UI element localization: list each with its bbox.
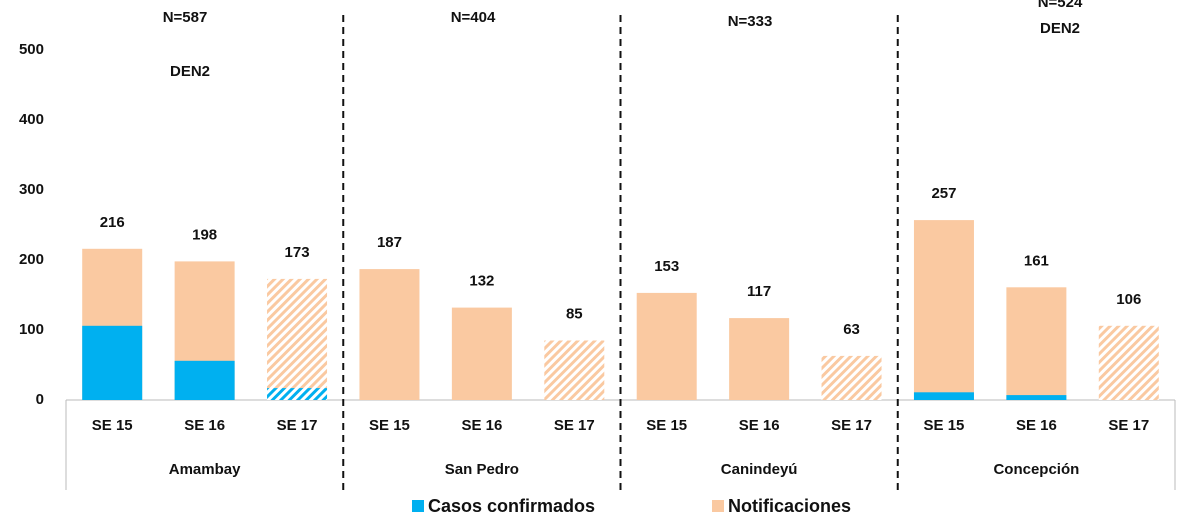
bar (636, 292, 697, 400)
y-tick-label: 300 (19, 181, 44, 198)
bar (913, 392, 974, 400)
x-tick-label: SE 17 (1108, 417, 1149, 434)
data-label: 132 (469, 273, 494, 290)
bar (267, 388, 328, 400)
annotation: DEN2 (170, 63, 210, 80)
x-tick-label: SE 17 (277, 417, 318, 434)
x-tick-label: SE 15 (646, 417, 687, 434)
annotation: N=404 (451, 9, 496, 26)
y-tick-label: 0 (36, 391, 44, 408)
bar (544, 340, 605, 400)
x-tick-label: SE 16 (461, 417, 502, 434)
bar (174, 360, 235, 400)
y-tick-label: 200 (19, 251, 44, 268)
bar (451, 307, 512, 400)
y-tick-label: 100 (19, 321, 44, 338)
data-label: 85 (566, 305, 583, 322)
x-tick-label: SE 17 (554, 417, 595, 434)
x-tick-label: SE 15 (92, 417, 133, 434)
annotation: DEN2 (1040, 20, 1080, 37)
data-label: 198 (192, 226, 217, 243)
x-tick-label: SE 17 (831, 417, 872, 434)
y-tick-label: 400 (19, 111, 44, 128)
bar (82, 325, 143, 400)
x-tick-label: SE 15 (924, 417, 965, 434)
data-label: 117 (747, 283, 771, 300)
bar (821, 355, 882, 400)
bar (729, 318, 790, 400)
bar (1006, 395, 1067, 400)
annotation: N=524 (1038, 0, 1083, 11)
x-tick-label: SE 16 (1016, 417, 1057, 434)
group-label: Canindeyú (721, 461, 798, 478)
bar (359, 269, 420, 400)
data-label: 63 (843, 321, 860, 338)
data-label: 173 (285, 244, 310, 261)
group-label: Concepción (993, 461, 1079, 478)
group-label: San Pedro (445, 461, 519, 478)
bar (1006, 287, 1067, 400)
x-tick-label: SE 15 (369, 417, 410, 434)
annotation: N=333 (728, 13, 773, 30)
legend-swatch (712, 500, 724, 512)
data-label: 106 (1116, 291, 1141, 308)
data-label: 161 (1024, 252, 1049, 269)
x-tick-label: SE 16 (184, 417, 225, 434)
bar (913, 220, 974, 400)
bar (267, 278, 328, 400)
data-label: 187 (377, 234, 402, 251)
data-label: 257 (931, 185, 956, 202)
bar (1098, 325, 1159, 400)
data-label: 153 (654, 258, 679, 275)
legend-swatch (412, 500, 424, 512)
x-tick-label: SE 16 (739, 417, 780, 434)
annotation: N=587 (163, 9, 208, 26)
group-label: Amambay (169, 461, 241, 478)
legend-label: Casos confirmados (428, 496, 595, 516)
y-tick-label: 500 (19, 41, 44, 58)
data-label: 216 (100, 214, 125, 231)
legend-label: Notificaciones (728, 496, 851, 516)
